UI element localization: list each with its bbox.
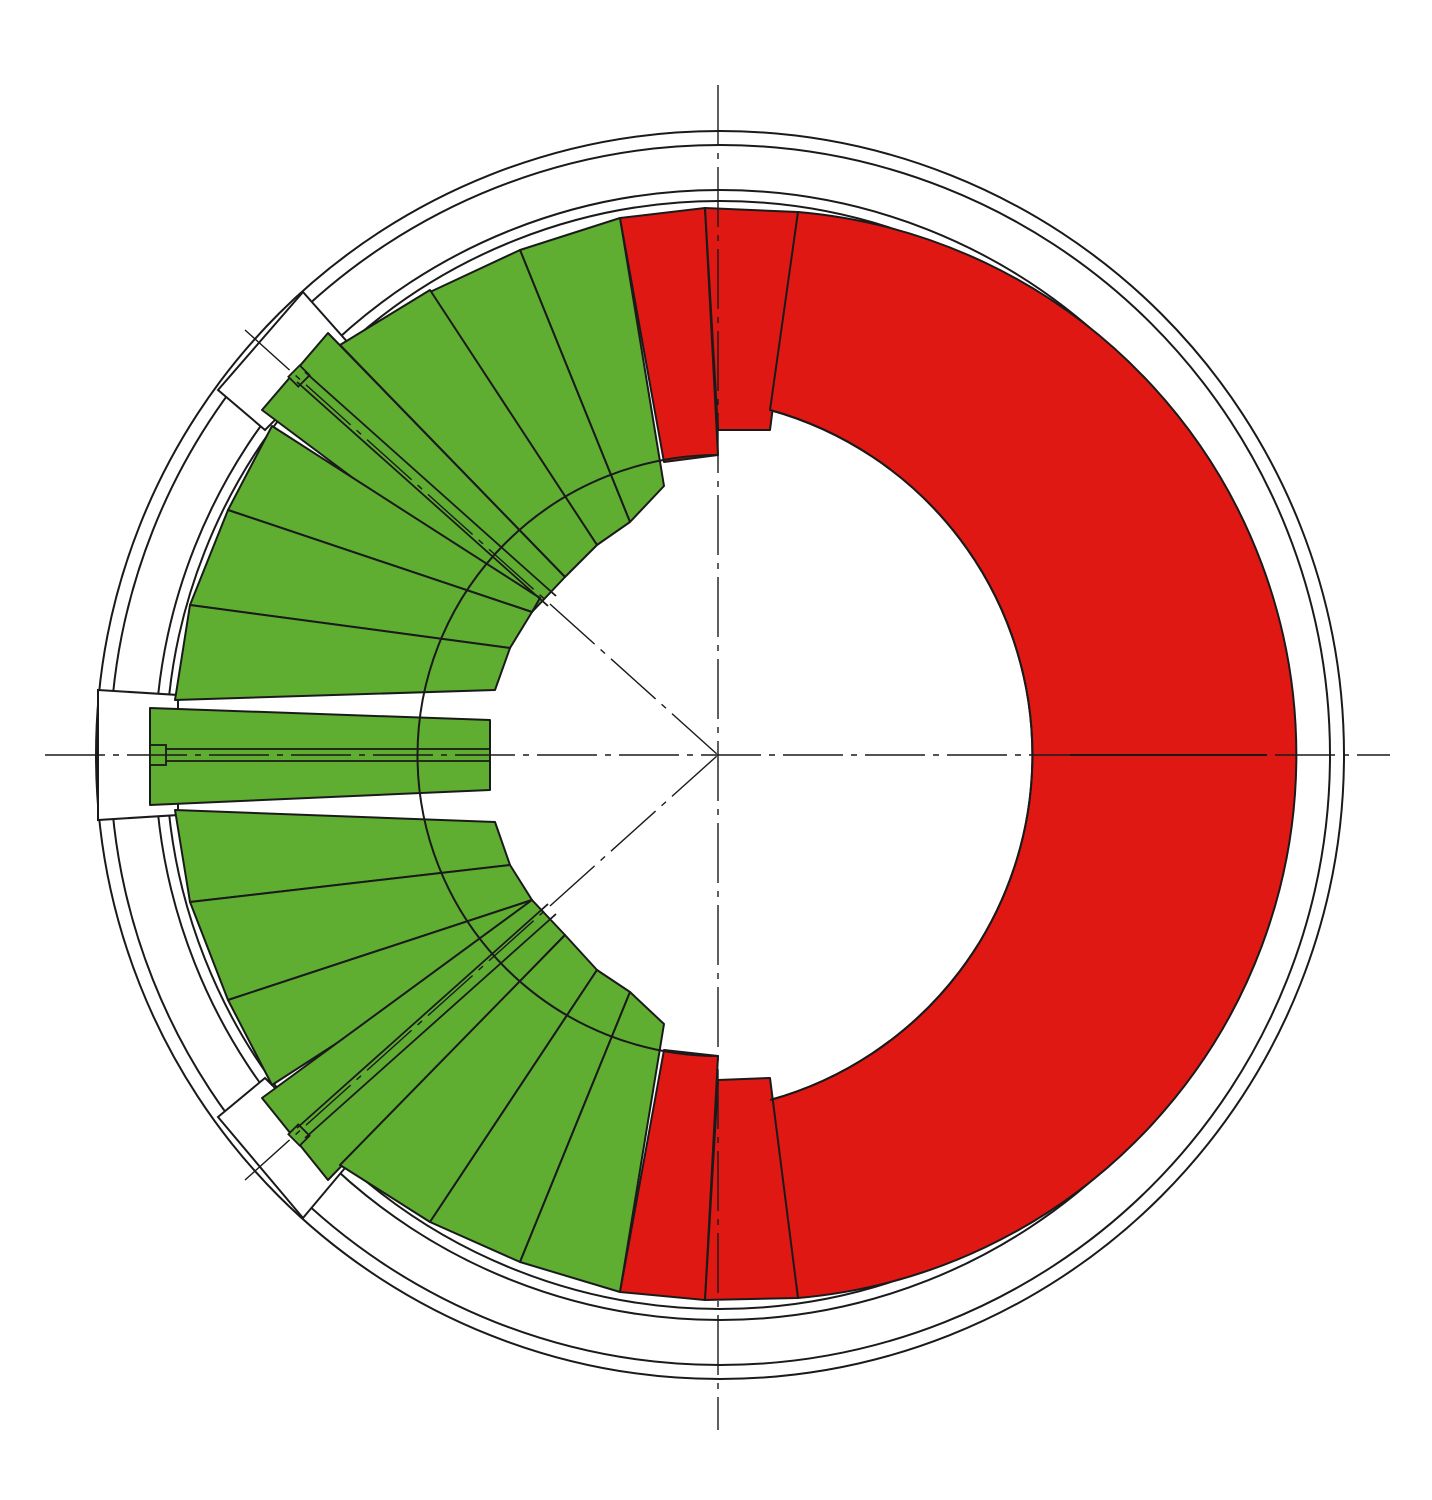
axis-diagonal-lower <box>244 754 719 1181</box>
pin-shaft-upper-a <box>304 371 557 597</box>
red-segment <box>704 1077 799 1301</box>
pin-head-upper <box>287 364 311 388</box>
pin-head-lower <box>287 1123 311 1147</box>
axis-diagonal-upper <box>244 329 719 756</box>
pins <box>149 364 557 1147</box>
pin-shaft-lower-a <box>296 903 549 1129</box>
green-segment <box>174 604 511 701</box>
pin-shaft-upper-b <box>296 381 549 607</box>
center-lines <box>45 85 1390 1430</box>
green-segment <box>519 991 665 1293</box>
pin-shaft-lower-b <box>304 913 557 1139</box>
green-segment <box>149 707 491 806</box>
